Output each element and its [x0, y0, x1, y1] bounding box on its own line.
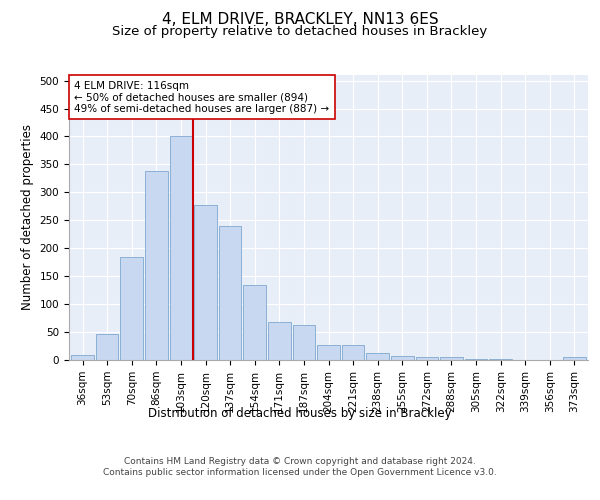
Y-axis label: Number of detached properties: Number of detached properties: [21, 124, 34, 310]
Bar: [563, 357, 586, 360]
Bar: [465, 359, 487, 360]
Bar: [194, 205, 217, 360]
Bar: [391, 356, 413, 360]
Text: Size of property relative to detached houses in Brackley: Size of property relative to detached ho…: [112, 25, 488, 38]
Bar: [170, 136, 192, 360]
Bar: [440, 357, 463, 360]
Bar: [416, 357, 438, 360]
Text: Contains HM Land Registry data © Crown copyright and database right 2024.
Contai: Contains HM Land Registry data © Crown c…: [103, 458, 497, 477]
Bar: [317, 346, 340, 360]
Text: Distribution of detached houses by size in Brackley: Distribution of detached houses by size …: [148, 408, 452, 420]
Bar: [293, 326, 315, 360]
Bar: [244, 284, 266, 360]
Text: 4 ELM DRIVE: 116sqm
← 50% of detached houses are smaller (894)
49% of semi-detac: 4 ELM DRIVE: 116sqm ← 50% of detached ho…: [74, 80, 329, 114]
Bar: [96, 334, 118, 360]
Text: 4, ELM DRIVE, BRACKLEY, NN13 6ES: 4, ELM DRIVE, BRACKLEY, NN13 6ES: [161, 12, 439, 28]
Bar: [71, 355, 94, 360]
Bar: [219, 226, 241, 360]
Bar: [342, 346, 364, 360]
Bar: [268, 322, 290, 360]
Bar: [145, 171, 167, 360]
Bar: [367, 354, 389, 360]
Bar: [121, 256, 143, 360]
